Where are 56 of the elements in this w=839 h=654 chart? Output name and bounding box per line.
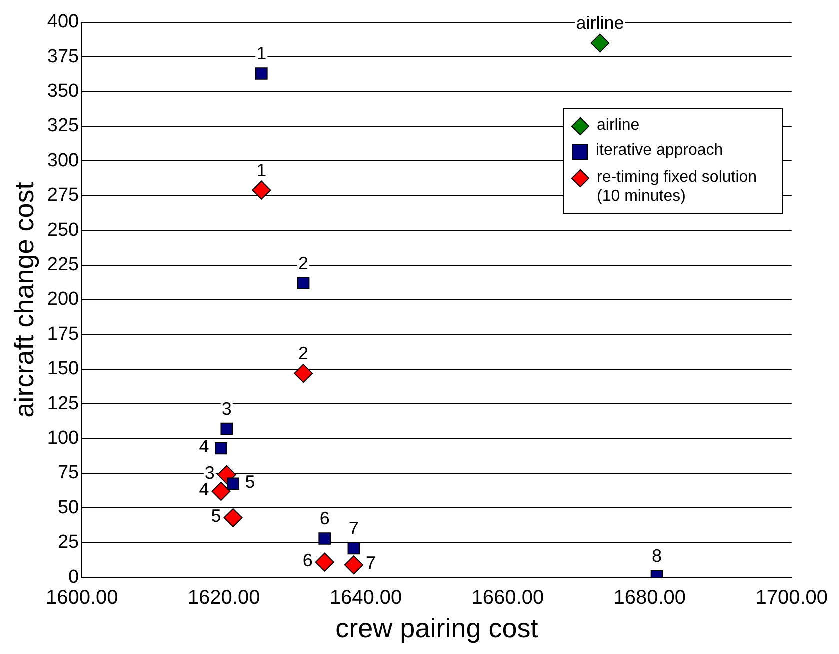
annotation: 3 <box>222 399 232 420</box>
annotation: 7 <box>348 518 359 538</box>
annotation: 7 <box>366 553 376 574</box>
annotation: 8 <box>652 546 662 566</box>
y-tick-label: 375 <box>47 46 80 68</box>
y-tick-label: 175 <box>47 324 80 345</box>
y-tick-label: 200 <box>47 289 80 310</box>
y-axis-title: aircraft change cost <box>10 182 40 418</box>
point <box>220 422 234 436</box>
point <box>590 34 610 53</box>
x-tick-label: 1640.00 <box>330 587 402 610</box>
point <box>224 508 243 528</box>
legend-label: airline <box>597 116 640 135</box>
annotation: 4 <box>199 436 210 456</box>
point <box>294 364 314 384</box>
x-tick-label: 1620.00 <box>188 587 260 610</box>
annotation: 5 <box>245 472 256 492</box>
y-tick-label: 0 <box>68 566 80 588</box>
point <box>297 277 310 290</box>
y-tick-label: 400 <box>47 12 80 33</box>
x-tick-label: 1700.00 <box>756 587 828 610</box>
legend-label: iterative approach <box>596 141 724 160</box>
annotation: airline <box>576 13 624 34</box>
y-tick-label: 50 <box>58 497 80 518</box>
y-tick-label: 75 <box>58 462 80 484</box>
y-tick-label: 275 <box>47 185 80 206</box>
y-tick-label: 150 <box>47 358 80 380</box>
annotation: 2 <box>298 253 309 274</box>
legend-label: re-timing fixed solution (10 minutes) <box>597 168 758 206</box>
point <box>315 552 334 572</box>
y-tick-label: 125 <box>47 393 80 414</box>
annotation: 2 <box>298 344 309 364</box>
y-tick-label: 225 <box>47 254 80 276</box>
y-tick-label: 100 <box>47 428 80 450</box>
x-tick-label: 1660.00 <box>472 587 544 610</box>
point <box>256 68 268 80</box>
point <box>215 442 228 455</box>
annotation: 6 <box>302 550 313 570</box>
x-tick-label: 1600.00 <box>46 587 118 610</box>
annotation: 1 <box>256 44 267 64</box>
y-tick-label: 350 <box>47 81 80 102</box>
point <box>212 482 231 502</box>
y-tick-label: 25 <box>58 532 80 554</box>
y-tick-label: 300 <box>47 150 80 172</box>
point <box>348 542 360 555</box>
annotation: 6 <box>320 508 330 529</box>
x-tick-label: 1680.00 <box>614 587 686 610</box>
y-tick-label: 325 <box>47 116 80 137</box>
point <box>318 532 331 545</box>
point <box>252 180 272 200</box>
annotation: 1 <box>256 160 267 180</box>
annotation: 5 <box>211 506 222 526</box>
x-axis-title: crew pairing cost <box>336 613 539 644</box>
y-tick-label: 250 <box>47 220 80 241</box>
point <box>344 556 364 575</box>
point <box>227 478 240 490</box>
